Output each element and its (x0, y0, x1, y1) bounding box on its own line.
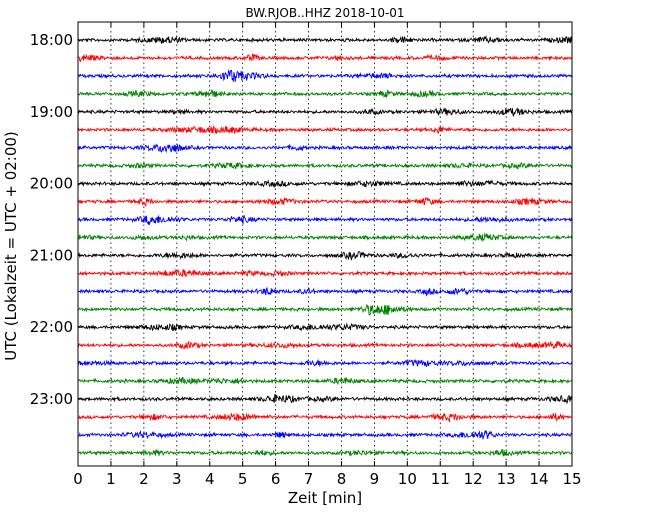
x-tick-label: 15 (562, 470, 581, 488)
trace-line (77, 232, 573, 243)
x-tick-label: 1 (106, 470, 116, 488)
trace-line (77, 35, 573, 45)
x-tick-label: 5 (238, 470, 248, 488)
trace-line (77, 394, 573, 405)
x-tick-label: 0 (73, 470, 83, 488)
x-tick-label: 9 (370, 470, 380, 488)
x-tick-label: 11 (431, 470, 450, 488)
y-tick-label: 20:00 (30, 175, 73, 193)
y-axis: 18:00 19:00 20:00 21:00 22:00 23:00 (30, 31, 572, 408)
trace-line (77, 196, 572, 208)
trace-line (77, 161, 573, 170)
trace-line (77, 358, 573, 368)
x-tick-label: 2 (139, 470, 149, 488)
grid-lines (110, 22, 540, 466)
x-tick-label: 6 (271, 470, 281, 488)
trace-line (77, 179, 573, 189)
x-tick-label: 3 (172, 470, 182, 488)
y-tick-label: 19:00 (30, 103, 73, 121)
trace-line (77, 250, 573, 261)
trace-line (77, 286, 573, 297)
x-axis-label: Zeit [min] (288, 489, 362, 507)
y-tick-label: 23:00 (30, 390, 73, 408)
x-tick-label: 7 (304, 470, 314, 488)
y-tick-label: 18:00 (30, 31, 73, 49)
trace-line (77, 304, 573, 316)
x-tick-label: 10 (398, 470, 417, 488)
trace-line (77, 322, 572, 332)
x-axis: 0 1 2 3 4 5 6 7 8 9 10 11 12 13 14 15 (73, 22, 582, 488)
trace-layer (77, 35, 573, 457)
trace-line (77, 268, 573, 278)
x-tick-label: 4 (205, 470, 215, 488)
trace-line (77, 412, 572, 423)
trace-line (77, 53, 573, 63)
trace-line (77, 376, 573, 386)
x-tick-label: 8 (337, 470, 347, 488)
x-tick-label: 14 (530, 470, 549, 488)
trace-line (77, 88, 573, 99)
trace-line (77, 340, 573, 350)
trace-line (77, 107, 573, 118)
y-axis-label: UTC (Lokalzeit = UTC + 02:00) (2, 131, 20, 361)
x-tick-label: 12 (464, 470, 483, 488)
plot-frame (77, 21, 573, 467)
chart-title: BW.RJOB..HHZ 2018-10-01 (245, 6, 404, 20)
x-tick-label: 13 (497, 470, 516, 488)
trace-line (77, 429, 572, 440)
trace-line (77, 69, 573, 82)
y-tick-label: 21:00 (30, 246, 73, 264)
trace-line (77, 214, 573, 226)
trace-line (77, 124, 572, 135)
trace-line (77, 448, 573, 457)
y-tick-label: 22:00 (30, 318, 73, 336)
trace-line (77, 143, 572, 154)
